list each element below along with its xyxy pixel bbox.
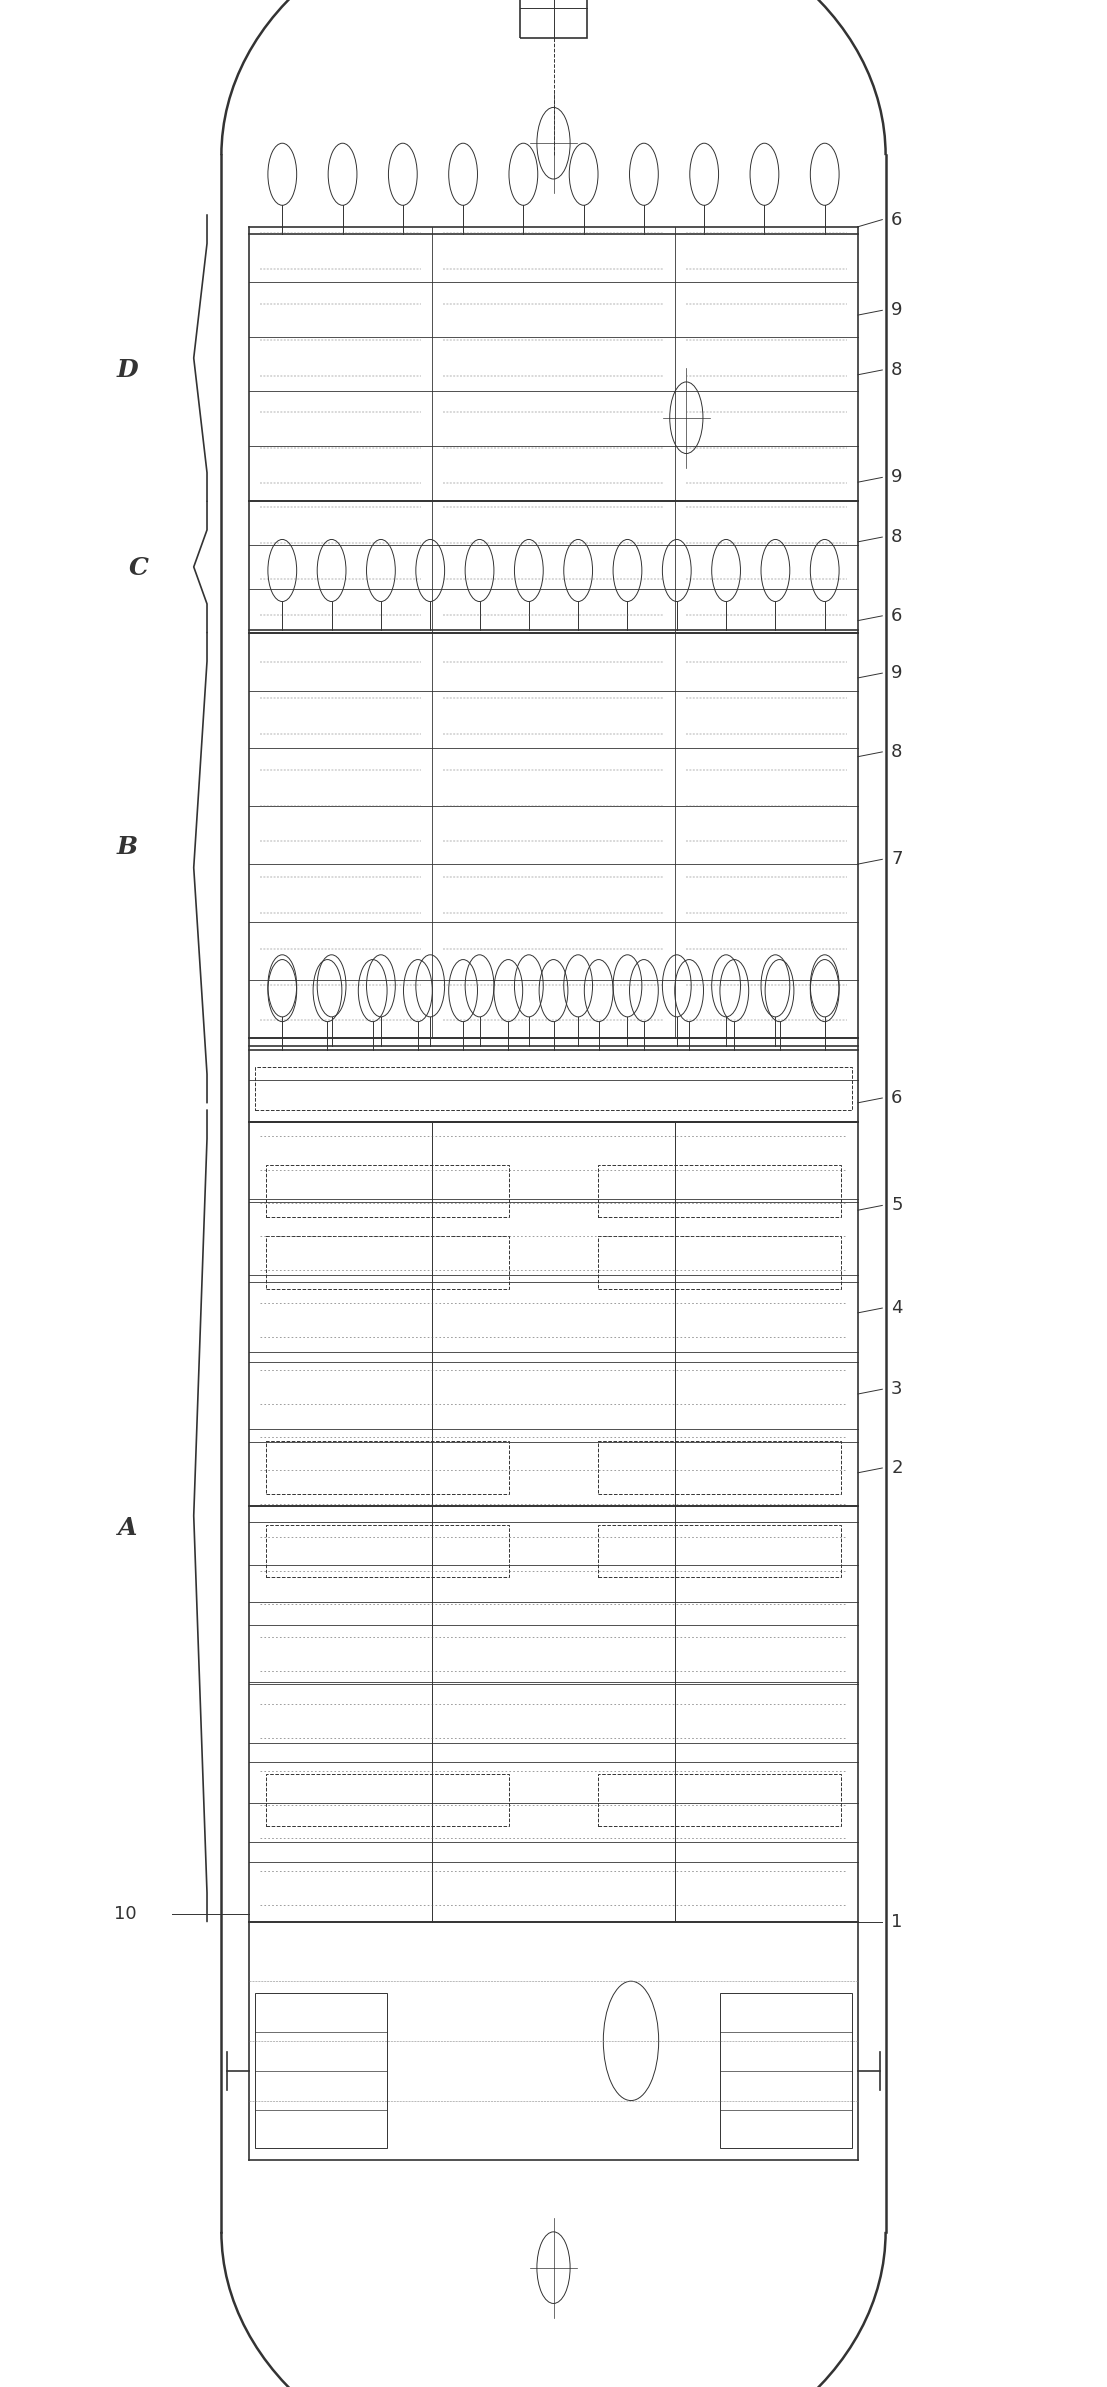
Bar (598, 1442, 841, 1494)
Bar (598, 1774, 841, 1826)
Bar (266, 1774, 509, 1826)
Bar (598, 1525, 841, 1578)
Text: 9: 9 (891, 468, 902, 487)
Text: D: D (116, 358, 138, 382)
Text: 8: 8 (891, 360, 902, 380)
Text: A: A (117, 1516, 137, 1540)
Text: 3: 3 (891, 1380, 902, 1399)
Bar (266, 1165, 509, 1217)
Bar (266, 1236, 509, 1289)
Bar (720, 1993, 852, 2148)
Bar (520, 0, 587, 38)
Text: 6: 6 (891, 606, 902, 625)
Text: 10: 10 (114, 1905, 136, 1924)
Text: 4: 4 (891, 1299, 902, 1318)
Text: C: C (128, 556, 148, 580)
Text: 1: 1 (891, 1912, 902, 1931)
Text: 8: 8 (891, 528, 902, 547)
Bar (255, 1993, 387, 2148)
Text: 6: 6 (891, 210, 902, 229)
Text: 8: 8 (891, 742, 902, 761)
Text: 2: 2 (891, 1458, 902, 1478)
Text: 6: 6 (891, 1088, 902, 1108)
Bar (255, 1067, 852, 1110)
Text: 7: 7 (891, 850, 902, 869)
Bar (598, 1236, 841, 1289)
Text: 5: 5 (891, 1196, 902, 1215)
Text: 9: 9 (891, 301, 902, 320)
Text: 9: 9 (891, 664, 902, 683)
Text: B: B (116, 835, 138, 859)
Bar (598, 1165, 841, 1217)
Bar (266, 1525, 509, 1578)
Bar (266, 1442, 509, 1494)
